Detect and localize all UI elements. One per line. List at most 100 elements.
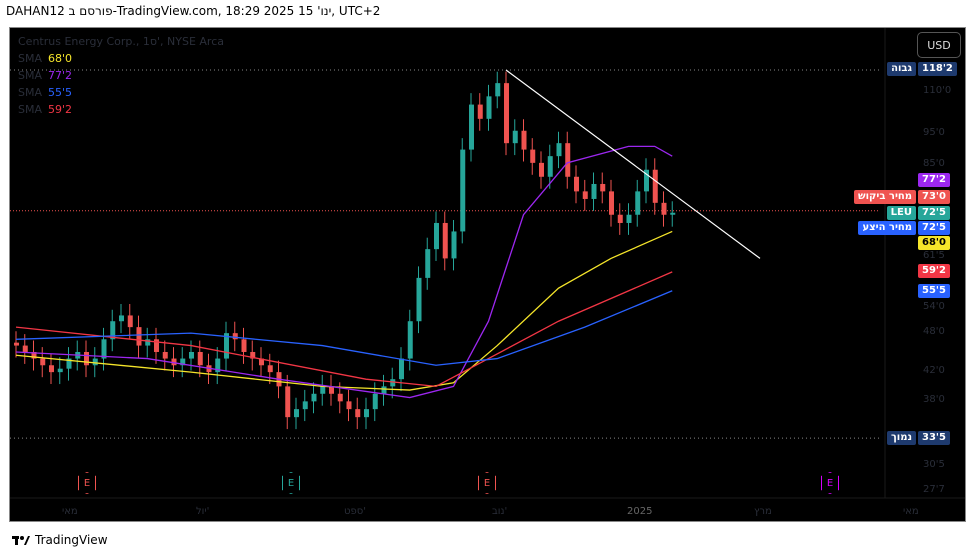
- last-price-tag: 72'5: [918, 206, 950, 220]
- candle: [652, 169, 658, 203]
- candle: [556, 143, 562, 157]
- time-label: 2025: [627, 506, 653, 517]
- candle: [504, 83, 509, 144]
- candle: [110, 321, 116, 340]
- earnings-icon[interactable]: E: [78, 472, 96, 494]
- candle: [145, 339, 151, 346]
- candle: [460, 149, 466, 232]
- ask-price-tag: 73'0: [918, 190, 950, 204]
- candle: [407, 321, 413, 359]
- candle: [416, 277, 422, 322]
- price-tick: 54'0: [923, 301, 945, 312]
- candle: [591, 183, 597, 199]
- price-tick: 30'5: [923, 459, 945, 470]
- candle: [136, 327, 142, 346]
- candle: [512, 130, 518, 144]
- price-tick: 95'0: [923, 127, 945, 138]
- candle: [49, 365, 54, 373]
- candle: [66, 358, 72, 369]
- candle: [565, 143, 571, 177]
- earnings-icon[interactable]: E: [282, 472, 300, 494]
- candle: [582, 191, 588, 199]
- candle: [434, 222, 439, 250]
- candle: [451, 231, 457, 259]
- candle: [355, 409, 361, 418]
- ask-label: מחיר ביקוש: [854, 190, 916, 204]
- candle: [539, 162, 544, 177]
- sma-line-red: [15, 271, 673, 388]
- candle: [259, 358, 264, 366]
- tradingview-logo-icon: [12, 536, 30, 545]
- candle: [364, 409, 369, 418]
- time-label: מאי: [903, 506, 919, 517]
- bid-price-tag: 72'5: [918, 221, 950, 235]
- candle: [320, 386, 326, 394]
- candle: [329, 386, 334, 394]
- time-label: נוב': [492, 506, 508, 517]
- candle: [495, 83, 501, 97]
- trendline: [505, 69, 761, 259]
- time-label: מאי: [62, 506, 78, 517]
- candle: [635, 191, 641, 215]
- candle: [381, 386, 387, 394]
- sma-legend-1: SMA 68'0: [18, 52, 73, 65]
- candle: [574, 176, 579, 192]
- price-tick: 27'7: [923, 484, 945, 495]
- price-tick: 38'0: [923, 394, 945, 405]
- earnings-icon[interactable]: E: [478, 472, 496, 494]
- tradingview-logo[interactable]: TradingView: [12, 533, 108, 547]
- candle: [337, 393, 343, 402]
- price-chart[interactable]: [10, 28, 965, 521]
- high-price-tag: 118'2: [918, 62, 957, 76]
- sma-red-tag: 59'2: [918, 264, 950, 278]
- sma-yellow-tag: 68'0: [918, 236, 950, 250]
- candle: [285, 386, 291, 418]
- candle: [171, 358, 177, 366]
- candle: [626, 214, 632, 223]
- candle: [425, 249, 431, 278]
- candle: [469, 104, 474, 150]
- candle: [311, 393, 317, 402]
- sma-legend-4: SMA 59'2: [18, 103, 73, 116]
- candle: [661, 202, 667, 215]
- candle: [670, 212, 676, 215]
- candle: [215, 358, 221, 373]
- earnings-icon[interactable]: E: [821, 472, 839, 494]
- time-label: מרץ: [754, 506, 772, 517]
- candle: [92, 358, 98, 366]
- candle: [399, 358, 404, 380]
- candle: [390, 379, 396, 387]
- candle: [224, 333, 229, 359]
- low-price-tag: 33'5: [918, 431, 950, 445]
- candle: [250, 351, 256, 359]
- candle: [84, 351, 89, 366]
- candle: [154, 339, 159, 352]
- price-tick: 110'0: [923, 85, 952, 96]
- sma-line-blue: [15, 290, 673, 366]
- candle: [14, 342, 19, 346]
- candle: [442, 222, 448, 259]
- high-label: גבוה: [887, 62, 916, 76]
- candle: [241, 339, 247, 352]
- price-tick: 48'0: [923, 326, 945, 337]
- currency-button[interactable]: USD: [917, 32, 961, 58]
- candle: [644, 169, 649, 192]
- candle: [40, 358, 46, 366]
- candle: [294, 409, 299, 418]
- candle: [162, 351, 168, 359]
- price-tick: 42'0: [923, 365, 945, 376]
- chart-pane[interactable]: Centrus Energy Corp., 1ס', NYSE Arca SMA…: [9, 27, 966, 522]
- sma-legend-2: SMA 77'2: [18, 69, 73, 82]
- candle: [127, 315, 133, 328]
- candle: [600, 183, 606, 192]
- candle: [477, 104, 483, 119]
- candle: [372, 393, 378, 410]
- candle: [547, 156, 553, 177]
- symbol-title: Centrus Energy Corp., 1ס', NYSE Arca: [18, 35, 225, 48]
- symbol-tag: LEU: [886, 206, 916, 220]
- candle: [486, 96, 492, 119]
- candle: [119, 315, 124, 322]
- sma-blue-tag: 55'5: [918, 284, 950, 298]
- candle: [617, 214, 623, 223]
- time-label: ספט': [344, 506, 366, 517]
